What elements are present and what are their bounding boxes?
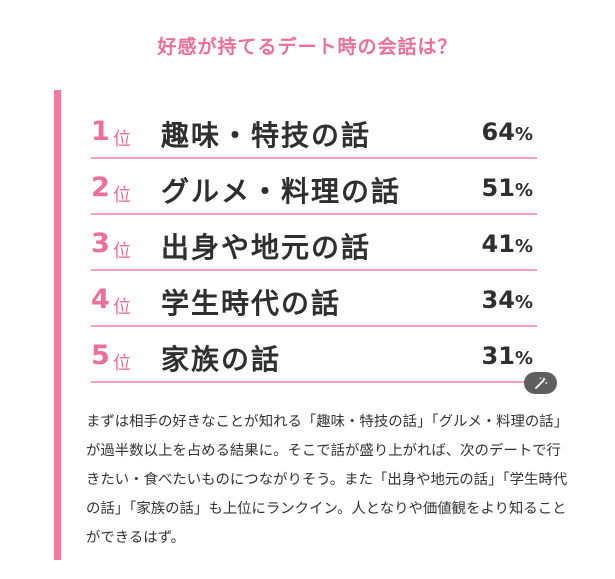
percent-unit: % (514, 348, 533, 369)
rank-topic: 出身や地元の話 (161, 231, 372, 264)
ranking-item-2: 2 位 グルメ・料理の話 51% (91, 160, 537, 215)
percent-unit: % (514, 236, 533, 257)
accent-bar (54, 90, 61, 560)
percent-value: 41 (481, 230, 515, 258)
percent-unit: % (514, 180, 533, 201)
rank-suffix: 位 (113, 297, 131, 318)
rank-suffix: 位 (113, 353, 131, 374)
rank-percent: 34% (482, 286, 533, 314)
percent-unit: % (514, 124, 533, 145)
rank-percent: 51% (482, 174, 533, 202)
rank-topic: 家族の話 (161, 343, 282, 376)
rank-topic: 学生時代の話 (161, 287, 342, 320)
page-title: 好感が持てるデート時の会話は？ (157, 36, 458, 58)
percent-unit: % (514, 292, 533, 313)
percent-value: 34 (481, 286, 515, 314)
percent-value: 31 (481, 342, 515, 370)
rank-number: 2 (91, 172, 110, 203)
rank-number: 4 (91, 284, 110, 315)
rank-topic: グルメ・料理の話 (161, 175, 402, 208)
rank-percent: 64% (482, 118, 533, 146)
ranking-item-5: 5 位 家族の話 31% (91, 328, 537, 383)
magic-wand-icon (534, 377, 547, 389)
ranking-card: 1 位 趣味・特技の話 64% 2 位 グルメ・料理の話 51% 3 位 出身や… (54, 90, 574, 562)
rank-suffix: 位 (113, 241, 131, 262)
rank-number: 3 (91, 228, 110, 259)
description-text: まずは相手の好きなことが知れる「趣味・特技の話」「グルメ・料理の話」が過半数以上… (86, 414, 569, 546)
rank-percent: 41% (482, 230, 533, 258)
rank-suffix: 位 (113, 185, 131, 206)
rank-number: 1 (91, 116, 110, 147)
ranking-item-3: 3 位 出身や地元の話 41% (91, 216, 537, 271)
rank-suffix: 位 (113, 129, 131, 150)
ranking-list: 1 位 趣味・特技の話 64% 2 位 グルメ・料理の話 51% 3 位 出身や… (91, 104, 537, 384)
rank-number: 5 (91, 340, 110, 371)
percent-value: 51 (481, 174, 515, 202)
percent-value: 64 (481, 118, 515, 146)
rank-percent: 31% (482, 342, 533, 370)
ranking-item-1: 1 位 趣味・特技の話 64% (91, 104, 537, 159)
rank-topic: 趣味・特技の話 (161, 119, 372, 152)
magic-wand-button[interactable] (524, 372, 557, 394)
ranking-item-4: 4 位 学生時代の話 34% (91, 272, 537, 327)
